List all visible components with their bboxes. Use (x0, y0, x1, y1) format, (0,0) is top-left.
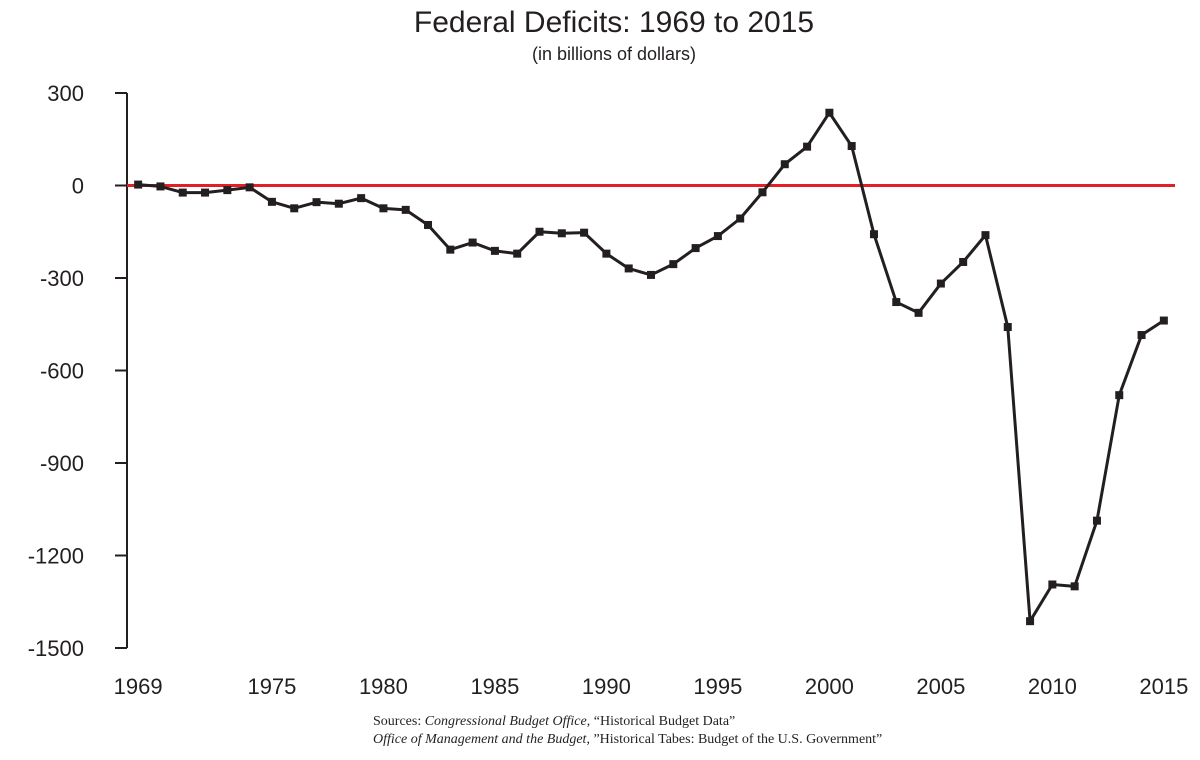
data-point (1070, 582, 1079, 591)
data-point (446, 245, 455, 254)
data-point (602, 249, 611, 258)
data-point (557, 229, 566, 238)
data-point (1159, 316, 1168, 325)
data-point (379, 204, 388, 213)
data-point (513, 249, 522, 258)
x-tick-label: 1975 (247, 674, 296, 699)
data-point (267, 197, 276, 206)
x-tick-label: 1980 (359, 674, 408, 699)
data-point (647, 270, 655, 279)
source-rest: , “Historical Budget Data” (587, 714, 736, 729)
source-line: Sources: Congressional Budget Office, “H… (373, 714, 735, 729)
source-rest: , ”Historical Tabes: Budget of the U.S. … (586, 732, 882, 747)
data-point (1137, 331, 1146, 340)
data-point (713, 232, 722, 241)
x-tick-label: 1985 (470, 674, 519, 699)
chart-subtitle: (in billions of dollars) (532, 44, 696, 64)
data-point (401, 205, 410, 214)
data-point (1092, 516, 1101, 525)
x-tick-label: 1969 (114, 674, 163, 699)
data-point (914, 308, 923, 317)
data-point (357, 194, 366, 203)
x-tick-label: 1995 (693, 674, 742, 699)
y-tick-label: -1500 (28, 636, 84, 661)
data-point (981, 231, 990, 240)
data-point (290, 204, 299, 213)
data-point (869, 230, 878, 239)
data-point (1026, 617, 1035, 626)
data-point (624, 264, 633, 273)
data-point (223, 186, 232, 195)
source-name: Office of Management and the Budget (373, 732, 588, 747)
data-point (736, 214, 745, 223)
data-point (156, 182, 165, 191)
data-point (535, 227, 544, 236)
data-point (468, 238, 477, 247)
data-point (1048, 580, 1057, 589)
data-point (936, 279, 945, 288)
data-point (847, 142, 856, 151)
y-tick-label: -900 (40, 451, 84, 476)
data-point (490, 246, 499, 255)
data-point (803, 142, 812, 151)
y-tick-label: -300 (40, 266, 84, 291)
data-point (201, 188, 210, 197)
y-tick-label: -1200 (28, 543, 84, 568)
data-point (312, 198, 321, 207)
x-tick-label: 2015 (1139, 674, 1188, 699)
data-point (691, 244, 700, 253)
source-name: Congressional Budget Office (425, 714, 587, 729)
y-tick-label: 0 (72, 173, 84, 198)
chart-title: Federal Deficits: 1969 to 2015 (414, 6, 814, 39)
data-line (138, 111, 1165, 623)
data-point (959, 257, 968, 266)
data-point (892, 298, 901, 307)
x-tick-label: 2010 (1028, 674, 1077, 699)
y-tick-label: -600 (40, 358, 84, 383)
data-point (134, 180, 143, 189)
data-point (1003, 323, 1012, 332)
data-point (825, 108, 834, 117)
data-point (669, 260, 678, 269)
data-point (245, 183, 254, 192)
source-prefix: Sources: (373, 714, 425, 729)
x-tick-label: 2000 (805, 674, 854, 699)
y-tick-label: 300 (47, 81, 84, 106)
data-point (1115, 391, 1124, 400)
data-point (334, 199, 343, 208)
x-tick-label: 1990 (582, 674, 631, 699)
data-point (780, 160, 789, 169)
x-tick-label: 2005 (916, 674, 965, 699)
data-point (580, 228, 589, 237)
data-point (424, 220, 433, 229)
data-point (178, 188, 187, 197)
source-line: Office of Management and the Budget, ”Hi… (373, 732, 882, 747)
data-point (758, 188, 767, 197)
